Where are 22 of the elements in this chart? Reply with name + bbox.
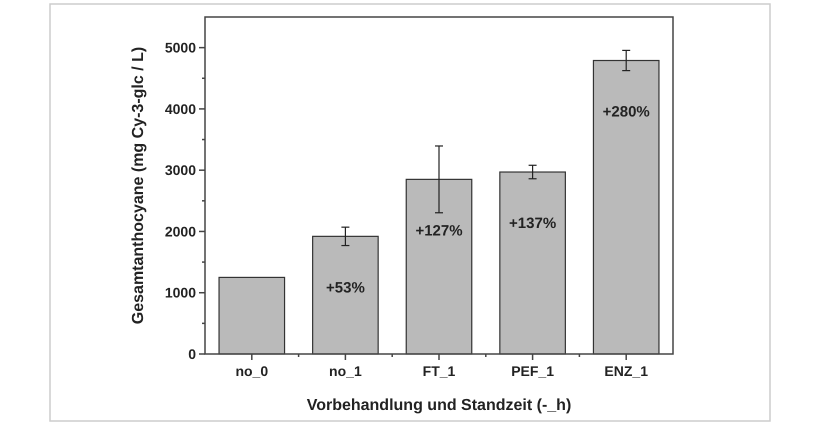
- y-tick-label: 3000: [164, 162, 196, 178]
- bar: [218, 276, 286, 355]
- annotation: +127%: [415, 222, 463, 240]
- x-axis-title: Vorbehandlung und Standzeit (-_h): [306, 397, 572, 414]
- x-tick-label: FT_1: [422, 363, 456, 379]
- bar: [592, 60, 660, 355]
- y-axis-title: Gesamtanthocyane (mg Cy-3-glc / L): [130, 46, 147, 324]
- x-tick-label: PEF_1: [511, 363, 554, 379]
- y-tick-label: 1000: [164, 284, 196, 301]
- y-tick-label: 0: [188, 346, 196, 362]
- x-tick-label: no_0: [235, 363, 268, 379]
- y-tick-label: 4000: [164, 100, 196, 117]
- annotation: +280%: [602, 104, 650, 121]
- bar: [312, 236, 379, 355]
- y-tick-label: 5000: [164, 40, 196, 56]
- annotation: +53%: [326, 279, 365, 296]
- annotation: +137%: [509, 215, 556, 232]
- bar: [406, 178, 472, 355]
- y-tick-label: 2000: [164, 223, 196, 240]
- x-tick-label: no_1: [329, 363, 362, 379]
- bar: [499, 171, 566, 355]
- x-tick-label: ENZ_1: [604, 363, 648, 379]
